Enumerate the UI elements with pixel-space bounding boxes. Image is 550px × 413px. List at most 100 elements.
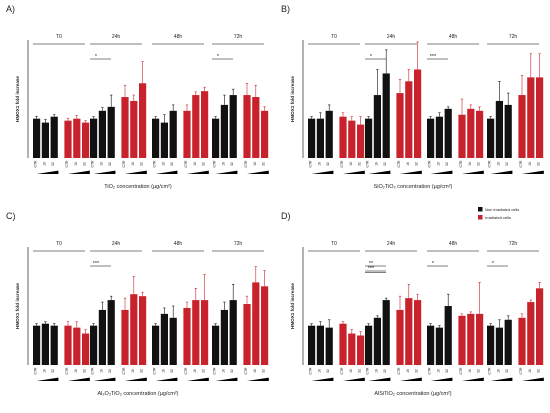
- panel-d: D) HMOX1 fold increase T0 CTR 16 32 CTR 16 32 24h…: [281, 211, 544, 397]
- group-label: T0: [331, 34, 337, 40]
- concentration-tick-label: 16: [42, 162, 46, 166]
- concentration-tick-label: 32: [202, 369, 206, 373]
- group-label: T0: [56, 34, 62, 40]
- bar: [458, 315, 466, 365]
- concentration-tick-label: 16: [317, 369, 321, 373]
- group-label: 72h: [509, 241, 518, 247]
- panel-a: A) HMOX1 fold increase T0 CTR 16 32 CTR 16 32 24h…: [6, 4, 269, 190]
- concentration-wedge: [430, 170, 453, 174]
- bar: [73, 118, 81, 158]
- bar: [308, 325, 316, 365]
- concentration-tick-label: CTR: [184, 367, 188, 375]
- bar: [396, 93, 404, 158]
- bar: [504, 104, 512, 158]
- bar: [243, 95, 251, 158]
- bar: [536, 77, 544, 158]
- bar: [220, 104, 228, 158]
- concentration-tick-label: CTR: [91, 367, 95, 375]
- bar: [139, 83, 147, 158]
- concentration-wedge: [342, 377, 365, 381]
- concentration-tick-label: CTR: [213, 160, 217, 168]
- concentration-tick-label: 16: [406, 162, 410, 166]
- concentration-wedge: [36, 377, 59, 381]
- concentration-wedge: [430, 377, 453, 381]
- concentration-tick-label: CTR: [65, 160, 69, 168]
- bar: [139, 296, 147, 365]
- bar: [444, 306, 452, 365]
- concentration-tick-label: 32: [415, 369, 419, 373]
- bar: [527, 77, 535, 158]
- concentration-wedge: [155, 170, 178, 174]
- bar: [50, 325, 58, 365]
- concentration-tick-label: CTR: [34, 367, 38, 375]
- concentration-tick-label: 16: [193, 369, 197, 373]
- group-label: 72h: [234, 241, 243, 247]
- bar: [414, 300, 422, 365]
- concentration-tick-label: 32: [262, 369, 266, 373]
- group-label: T0: [331, 241, 337, 247]
- bar: [308, 118, 316, 158]
- bar: [252, 97, 260, 158]
- concentration-wedge: [521, 170, 544, 174]
- bar: [536, 288, 544, 365]
- concentration-tick-label: 32: [445, 162, 449, 166]
- concentration-tick-label: 16: [161, 369, 165, 373]
- concentration-tick-label: CTR: [34, 160, 38, 168]
- concentration-tick-label: CTR: [122, 367, 126, 375]
- concentration-tick-label: CTR: [366, 160, 370, 168]
- panel-letter: D): [281, 211, 291, 221]
- bar: [107, 300, 115, 365]
- x-axis-label: AlSiTiO₂ concentration (µg/cm²): [374, 391, 451, 397]
- bar: [435, 116, 443, 158]
- bar: [50, 116, 58, 158]
- concentration-tick-label: 32: [505, 369, 509, 373]
- bar: [192, 95, 200, 158]
- bar: [64, 325, 72, 365]
- concentration-wedge: [521, 377, 544, 381]
- bar: [107, 106, 115, 158]
- concentration-tick-label: CTR: [519, 160, 523, 168]
- concentration-tick-label: 16: [528, 162, 532, 166]
- concentration-wedge: [67, 170, 90, 174]
- concentration-tick-label: CTR: [397, 160, 401, 168]
- concentration-tick-label: 32: [202, 162, 206, 166]
- concentration-tick-label: 32: [230, 162, 234, 166]
- significance-marker: *: [217, 54, 220, 60]
- concentration-tick-label: 32: [170, 162, 174, 166]
- bar: [33, 118, 41, 158]
- bar: [396, 309, 404, 365]
- concentration-tick-label: 32: [415, 162, 419, 166]
- concentration-tick-label: 16: [468, 162, 472, 166]
- concentration-wedge: [368, 170, 391, 174]
- concentration-wedge: [67, 377, 90, 381]
- y-axis-label: HMOX1 fold increase: [15, 283, 20, 329]
- concentration-tick-label: 32: [445, 369, 449, 373]
- significance-marker: ***: [93, 261, 100, 267]
- concentration-tick-label: 32: [51, 369, 55, 373]
- bar: [169, 110, 177, 158]
- concentration-tick-label: 32: [383, 162, 387, 166]
- group-label: 48h: [174, 241, 183, 247]
- bar: [98, 309, 106, 365]
- concentration-tick-label: 16: [496, 369, 500, 373]
- concentration-tick-label: 32: [83, 369, 87, 373]
- concentration-tick-label: CTR: [122, 160, 126, 168]
- concentration-tick-label: 16: [221, 162, 225, 166]
- concentration-tick-label: 32: [383, 369, 387, 373]
- x-axis-label: TiO₂ concentration (µg/cm²): [104, 184, 172, 190]
- concentration-wedge: [461, 377, 484, 381]
- bar: [82, 122, 90, 158]
- bar: [339, 323, 347, 365]
- bar: [90, 118, 98, 158]
- bar: [64, 120, 72, 158]
- bar: [183, 110, 191, 158]
- bar: [427, 118, 435, 158]
- bar: [504, 319, 512, 365]
- concentration-tick-label: 16: [436, 162, 440, 166]
- legend-label: Irradiated cells: [485, 215, 511, 220]
- concentration-wedge: [93, 170, 116, 174]
- bar: [243, 304, 251, 365]
- bar: [261, 110, 269, 158]
- concentration-tick-label: 16: [99, 369, 103, 373]
- x-axis-label: SiO₂TiO₂ concentration (µg/cm²): [374, 184, 453, 190]
